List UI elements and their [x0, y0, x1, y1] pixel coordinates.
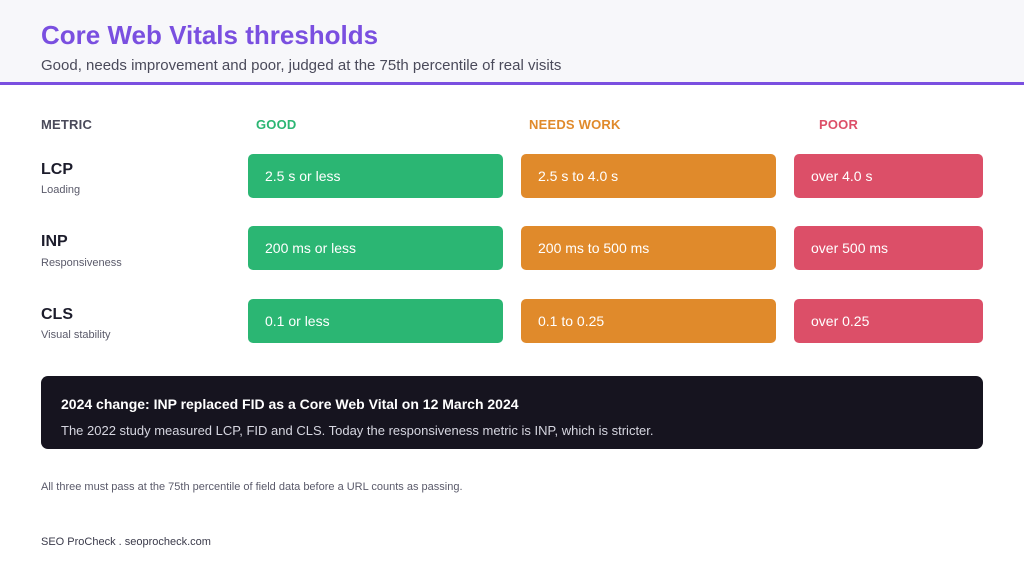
- metric-description-inp: Responsiveness: [41, 257, 122, 269]
- threshold-good-inp: 200 ms or less: [248, 226, 503, 270]
- threshold-poor-lcp: over 4.0 s: [794, 154, 983, 198]
- footnote: All three must pass at the 75th percenti…: [41, 481, 463, 493]
- column-header-poor: POOR: [819, 117, 859, 132]
- page-title: Core Web Vitals thresholds: [41, 20, 379, 50]
- column-header-good: GOOD: [256, 117, 297, 132]
- column-header-metric: METRIC: [41, 117, 93, 132]
- metric-description-cls: Visual stability: [41, 329, 111, 341]
- threshold-needs-work-lcp: 2.5 s to 4.0 s: [521, 154, 776, 198]
- brand-footer: SEO ProCheck . seoprocheck.com: [41, 536, 211, 548]
- threshold-poor-inp: over 500 ms: [794, 226, 983, 270]
- header-banner: Core Web Vitals thresholds Good, needs i…: [0, 0, 1024, 85]
- threshold-good-cls: 0.1 or less: [248, 299, 503, 343]
- threshold-needs-work-cls: 0.1 to 0.25: [521, 299, 776, 343]
- change-callout: 2024 change: INP replaced FID as a Core …: [41, 376, 983, 449]
- threshold-good-lcp: 2.5 s or less: [248, 154, 503, 198]
- threshold-poor-cls: over 0.25: [794, 299, 983, 343]
- threshold-needs-work-inp: 200 ms to 500 ms: [521, 226, 776, 270]
- column-header-needs-work: NEEDS WORK: [529, 117, 621, 132]
- page-subtitle: Good, needs improvement and poor, judged…: [41, 57, 562, 74]
- metric-name-cls: CLS: [41, 306, 73, 323]
- callout-title: 2024 change: INP replaced FID as a Core …: [61, 396, 519, 412]
- metric-name-inp: INP: [41, 233, 68, 250]
- metric-name-lcp: LCP: [41, 161, 73, 178]
- metric-description-lcp: Loading: [41, 184, 81, 196]
- callout-body: The 2022 study measured LCP, FID and CLS…: [61, 423, 654, 438]
